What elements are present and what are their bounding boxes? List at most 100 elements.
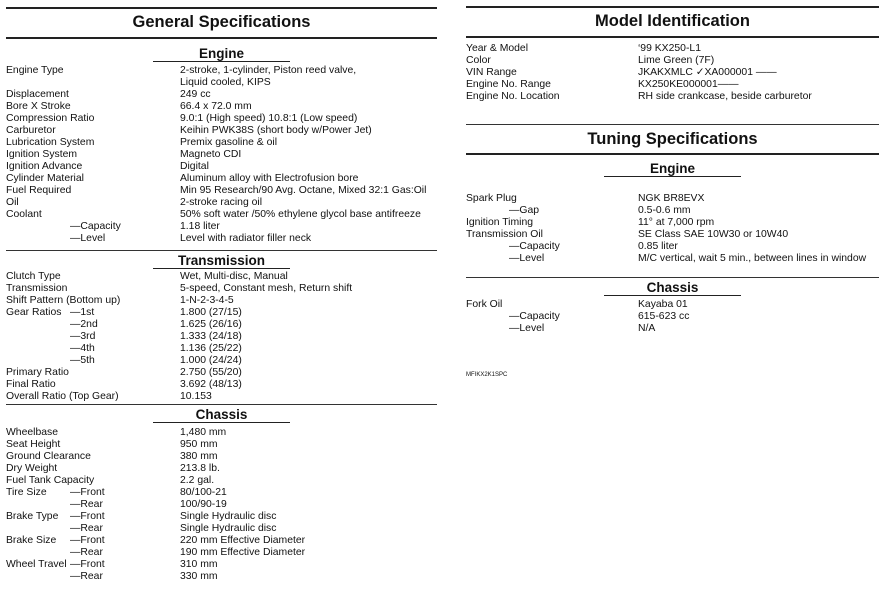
chassis-heading: Chassis bbox=[195, 407, 248, 422]
spec-value: N/A bbox=[638, 323, 656, 334]
spec-value: 1.625 (26/16) bbox=[180, 319, 242, 330]
spec-value: 1.333 (24/18) bbox=[180, 331, 242, 342]
spec-value: 50% soft water /50% ethylene glycol base… bbox=[180, 209, 421, 220]
spec-label: Primary Ratio bbox=[6, 367, 69, 378]
spec-label: Ignition Advance bbox=[6, 161, 83, 172]
spec-label: Fuel Tank Capacity bbox=[6, 475, 95, 486]
spec-row: —Capacity 0.85 liter bbox=[466, 241, 879, 253]
spec-row: Spark Plug NGK BR8EVX bbox=[466, 193, 879, 205]
chassis-spec-table: Wheelbase 1,480 mm Seat Height 950 mm Ground… bbox=[6, 427, 437, 583]
spec-label: Shift Pattern (Bottom up) bbox=[6, 295, 121, 306]
spec-value: Liquid cooled, KIPS bbox=[180, 77, 271, 88]
spec-label: Ignition Timing bbox=[466, 217, 533, 228]
spec-value: 330 mm bbox=[180, 571, 218, 582]
spec-sublabel: —Front bbox=[70, 559, 105, 570]
transmission-heading: Transmission bbox=[177, 253, 266, 268]
document-code: MFIKX2K1SPC bbox=[466, 372, 508, 378]
spec-value: NGK BR8EVX bbox=[638, 193, 705, 204]
spec-label: VIN Range bbox=[466, 67, 517, 78]
spec-label: Bore X Stroke bbox=[6, 101, 71, 112]
spec-value: M/C vertical, wait 5 min., between lines… bbox=[638, 253, 867, 264]
spec-label: Wheelbase bbox=[6, 427, 58, 438]
tuning-engine-heading: Engine bbox=[649, 161, 695, 176]
title-rule bbox=[466, 153, 879, 155]
spec-value: Single Hydraulic disc bbox=[180, 511, 277, 522]
spec-value: Digital bbox=[180, 161, 209, 172]
spec-sublabel: —5th bbox=[70, 355, 95, 366]
spec-value: 9.0:1 (High speed) 10.8:1 (Low speed) bbox=[180, 113, 358, 124]
spec-row: Year & Model ‘99 KX250-L1 bbox=[466, 43, 879, 55]
title-rule bbox=[466, 36, 879, 38]
spec-row: Ignition System Magneto CDI bbox=[6, 149, 437, 161]
spec-row: Tire Size —Front 80/100-21 bbox=[6, 487, 437, 499]
chassis-heading-underline bbox=[153, 422, 290, 423]
spec-value: Aluminum alloy with Electrofusion bore bbox=[180, 173, 359, 184]
section-rule bbox=[6, 250, 437, 251]
spec-label: Final Ratio bbox=[6, 379, 56, 390]
tuning-chassis-table: Fork Oil Kayaba 01 —Capacity 615-623 cc —Lev… bbox=[466, 299, 879, 335]
spec-row: Brake Type —Front Single Hydraulic disc bbox=[6, 511, 437, 523]
spec-value: 3.692 (48/13) bbox=[180, 379, 242, 390]
spec-value: 950 mm bbox=[180, 439, 218, 450]
spec-value: RH side crankcase, beside carburetor bbox=[638, 91, 812, 102]
spec-label: Engine No. Range bbox=[466, 79, 551, 90]
spec-row: Ignition Timing 11° at 7,000 rpm bbox=[466, 217, 879, 229]
tuning-specifications-title: Tuning Specifications bbox=[587, 130, 758, 148]
spec-value: Level with radiator filler neck bbox=[180, 233, 312, 244]
spec-label: Engine No. Location bbox=[466, 91, 560, 102]
spec-row: —5th 1.000 (24/24) bbox=[6, 355, 437, 367]
spec-row: Fork Oil Kayaba 01 bbox=[466, 299, 879, 311]
spec-value: 2-stroke racing oil bbox=[180, 197, 263, 208]
spec-sublabel: —Capacity bbox=[70, 221, 121, 232]
spec-sublabel: —Rear bbox=[70, 499, 103, 510]
spec-row: —4th 1.136 (25/22) bbox=[6, 343, 437, 355]
spec-value: 213.8 lb. bbox=[180, 463, 220, 474]
spec-label: Lubrication System bbox=[6, 137, 95, 148]
spec-label: Compression Ratio bbox=[6, 113, 95, 124]
spec-value: Single Hydraulic disc bbox=[180, 523, 277, 534]
spec-value: 2.750 (55/20) bbox=[180, 367, 242, 378]
spec-row: Fuel Required Min 95 Research/90 Avg. Oct… bbox=[6, 185, 437, 197]
spec-value: Wet, Multi-disc, Manual bbox=[180, 271, 288, 282]
tuning-chassis-heading: Chassis bbox=[646, 280, 699, 295]
spec-value: Keihin PWK38S (short body w/Power Jet) bbox=[180, 125, 372, 136]
spec-row: —Rear 100/90-19 bbox=[6, 499, 437, 511]
spec-value: 2-stroke, 1-cylinder, Piston reed valve, bbox=[180, 65, 357, 76]
section-rule bbox=[6, 404, 437, 405]
spec-value: 66.4 x 72.0 mm bbox=[180, 101, 252, 112]
spec-row: —Level M/C vertical, wait 5 min., between… bbox=[466, 253, 879, 265]
spec-row: —Level N/A bbox=[466, 323, 879, 335]
spec-sublabel: —Level bbox=[509, 323, 545, 334]
spec-value: Premix gasoline & oil bbox=[180, 137, 278, 148]
spec-value: 1.800 (27/15) bbox=[180, 307, 242, 318]
spec-value: 5-speed, Constant mesh, Return shift bbox=[180, 283, 353, 294]
spec-row: Brake Size —Front 220 mm Effective Diamete… bbox=[6, 535, 437, 547]
spec-label: Displacement bbox=[6, 89, 69, 100]
spec-label: Clutch Type bbox=[6, 271, 61, 282]
spec-value: 11° at 7,000 rpm bbox=[638, 217, 715, 228]
spec-value: Magneto CDI bbox=[180, 149, 242, 160]
spec-sublabel: —2nd bbox=[70, 319, 98, 330]
spec-value: 249 cc bbox=[180, 89, 211, 100]
spec-row: Transmission Oil SE Class SAE 10W30 or 10… bbox=[466, 229, 879, 241]
spec-label: Color bbox=[466, 55, 491, 66]
model-and-tuning-column: Model Identification Year & Model ‘99 KX2… bbox=[466, 0, 879, 379]
spec-row: Overall Ratio (Top Gear) 10.153 bbox=[6, 391, 437, 403]
spec-value: 100/90-19 bbox=[180, 499, 227, 510]
spec-label: Engine Type bbox=[6, 65, 64, 76]
spec-label: Brake Size bbox=[6, 535, 57, 546]
spec-row: Displacement 249 cc bbox=[6, 89, 437, 101]
spec-value: 310 mm bbox=[180, 559, 218, 570]
spec-label: Brake Type bbox=[6, 511, 59, 522]
spec-row: Transmission 5-speed, Constant mesh, Retu… bbox=[6, 283, 437, 295]
spec-row: Engine No. Range KX250KE000001—— bbox=[466, 79, 879, 91]
spec-row: Ignition Advance Digital bbox=[6, 161, 437, 173]
spec-value: 80/100-21 bbox=[180, 487, 227, 498]
spec-value: Lime Green (7F) bbox=[638, 55, 715, 66]
spec-row: —Rear 330 mm bbox=[6, 571, 437, 583]
spec-row: —Rear 190 mm Effective Diameter bbox=[6, 547, 437, 559]
spec-sublabel: —Level bbox=[70, 233, 106, 244]
spec-label: Carburetor bbox=[6, 125, 56, 136]
spec-row: Coolant 50% soft water /50% ethylene glyc… bbox=[6, 209, 437, 221]
spec-sublabel: —Capacity bbox=[509, 311, 560, 322]
